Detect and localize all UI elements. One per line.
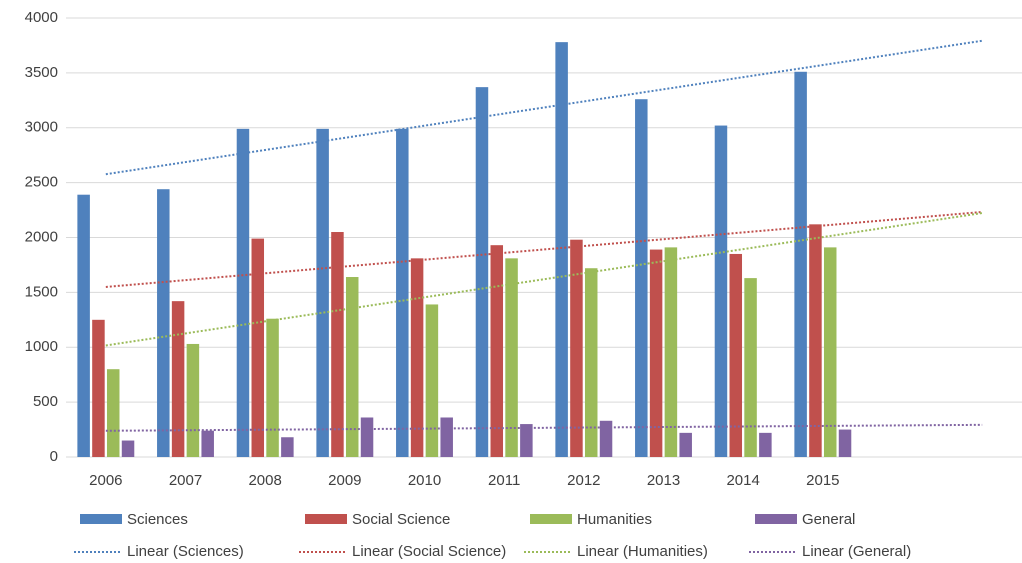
bar <box>490 245 504 457</box>
legend-swatch <box>530 514 572 524</box>
bar <box>331 232 344 457</box>
bar <box>570 239 583 457</box>
y-tick-label: 4000 <box>25 9 58 26</box>
y-tick-label: 0 <box>50 448 58 465</box>
x-tick-label: 2013 <box>647 472 680 489</box>
y-tick-label: 1000 <box>25 338 58 355</box>
bar <box>679 432 692 457</box>
bar <box>281 437 294 457</box>
x-tick-label: 2014 <box>726 472 759 489</box>
bar <box>345 277 359 457</box>
bar <box>92 319 105 457</box>
bar <box>106 369 120 457</box>
bar <box>714 125 728 458</box>
x-tick-label: 2008 <box>248 472 281 489</box>
bar <box>475 87 489 457</box>
x-tick-label: 2012 <box>567 472 600 489</box>
bar <box>157 189 170 457</box>
bar <box>186 343 200 457</box>
bar <box>266 318 279 457</box>
legend-label: Linear (Humanities) <box>577 543 708 560</box>
y-tick-label: 3500 <box>25 64 58 81</box>
x-tick-label: 2011 <box>488 472 520 489</box>
legend-swatch <box>305 514 347 524</box>
x-tick-label: 2010 <box>408 472 441 489</box>
y-tick-label: 500 <box>33 393 58 410</box>
x-tick-label: 2009 <box>328 472 361 489</box>
bar <box>171 301 185 457</box>
bar <box>823 247 837 457</box>
y-tick-label: 2500 <box>25 174 58 191</box>
x-tick-label: 2015 <box>806 472 839 489</box>
legend-swatch <box>80 514 122 524</box>
bar <box>440 417 453 457</box>
legend-label: Social Science <box>352 511 450 528</box>
x-tick-label: 2007 <box>169 472 202 489</box>
bar <box>520 424 533 457</box>
bar <box>759 432 772 457</box>
bar <box>236 128 250 457</box>
bar <box>794 71 807 457</box>
legend-label: Sciences <box>127 511 188 528</box>
trendline <box>105 210 983 288</box>
bar <box>729 253 743 457</box>
legend-label: General <box>802 511 855 528</box>
bar <box>599 420 613 457</box>
bar <box>360 417 374 457</box>
legend-label: Linear (Social Science) <box>352 543 506 560</box>
bar <box>410 258 424 457</box>
bar <box>809 224 822 457</box>
y-tick-label: 1500 <box>25 283 58 300</box>
y-tick-label: 3000 <box>25 119 58 136</box>
trendline <box>105 39 983 176</box>
bar <box>555 42 568 458</box>
legend-label: Linear (General) <box>802 543 911 560</box>
bar <box>251 238 265 457</box>
bar <box>505 258 518 457</box>
bar <box>425 304 439 457</box>
legend-label: Humanities <box>577 511 652 528</box>
bar <box>664 247 678 457</box>
bar <box>838 429 852 457</box>
bar <box>396 128 409 457</box>
bar <box>201 430 214 457</box>
bar <box>77 194 90 457</box>
x-tick-label: 2006 <box>89 472 122 489</box>
legend-label: Linear (Sciences) <box>127 543 244 560</box>
legend-swatch <box>755 514 797 524</box>
bar <box>744 278 757 457</box>
bar <box>584 268 598 457</box>
y-tick-label: 2000 <box>25 228 58 245</box>
bar <box>121 440 135 457</box>
bar <box>316 128 329 457</box>
bar <box>635 99 648 457</box>
bar <box>649 249 663 457</box>
